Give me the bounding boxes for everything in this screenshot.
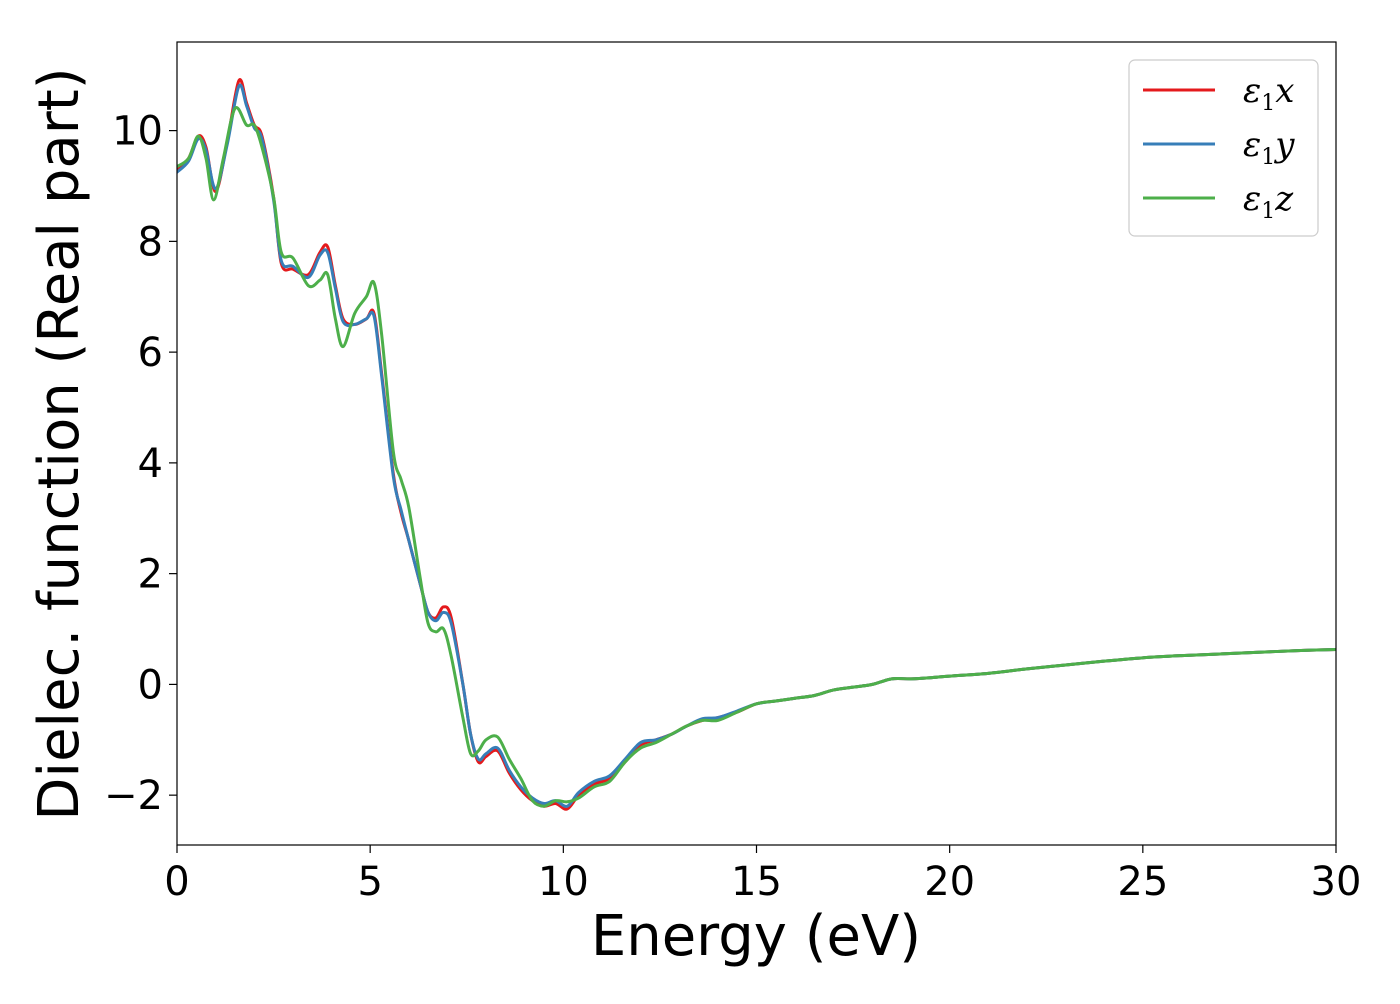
x-axis-title: Energy (eV)	[591, 904, 921, 969]
y-tick-label: 6	[138, 330, 163, 376]
y-tick-label: 8	[138, 219, 163, 265]
legend: ε1x ε1y ε1z	[1128, 59, 1319, 237]
legend-box	[1128, 59, 1319, 237]
y-tick-label: 2	[138, 552, 163, 598]
y-tick-label: 4	[138, 441, 163, 487]
y-tick-label: −2	[104, 773, 163, 819]
y-axis-title: Dielec. function (Real part)	[27, 67, 92, 820]
series-layer	[177, 78, 1336, 811]
x-tick-label: 25	[1117, 859, 1168, 905]
legend-label-z: ε1z	[1243, 179, 1294, 224]
x-tick-label: 30	[1311, 859, 1362, 905]
series-line-z	[177, 105, 1336, 808]
x-tick-label: 10	[538, 859, 589, 905]
x-tick-label: 0	[164, 859, 189, 905]
y-tick-label: 0	[138, 662, 163, 708]
x-tick-label: 5	[357, 859, 382, 905]
legend-label-y: ε1y	[1243, 125, 1295, 170]
y-tick-label: 10	[112, 109, 163, 155]
x-tick-label: 15	[731, 859, 782, 905]
legend-label-x: ε1x	[1243, 71, 1294, 116]
x-tick-label: 20	[924, 859, 975, 905]
